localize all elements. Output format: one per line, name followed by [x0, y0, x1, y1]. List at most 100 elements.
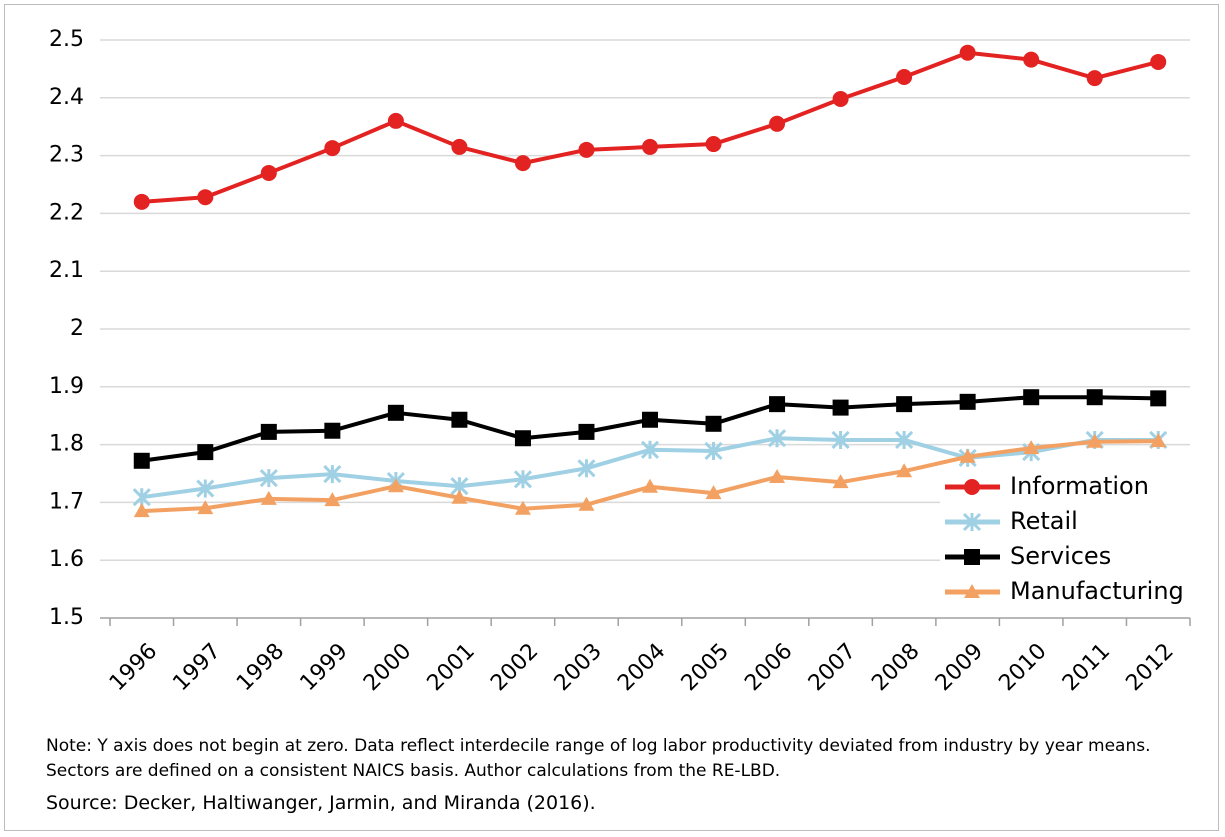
x-tick-label: 2012	[1121, 639, 1178, 696]
marker	[578, 423, 595, 440]
legend-label: Information	[1010, 472, 1149, 500]
x-tick-label: 1996	[105, 639, 162, 696]
marker	[451, 489, 468, 504]
y-tick-label: 2	[70, 316, 84, 341]
x-tick-label: 1997	[169, 639, 226, 696]
y-tick-label: 1.5	[49, 605, 84, 630]
marker	[895, 430, 914, 450]
x-tick-label: 2002	[486, 639, 543, 696]
marker	[705, 415, 722, 432]
marker	[451, 138, 468, 155]
marker	[962, 512, 982, 532]
x-tick-label: 2010	[994, 639, 1051, 696]
marker	[1023, 389, 1040, 406]
frame	[4, 4, 1219, 831]
marker	[642, 138, 658, 155]
marker	[324, 422, 341, 439]
marker	[387, 478, 404, 493]
marker	[1086, 433, 1103, 448]
marker	[133, 503, 150, 518]
marker	[705, 485, 722, 500]
y-tick-label: 2.2	[49, 200, 84, 225]
marker	[642, 478, 658, 493]
x-tick-label: 2006	[740, 639, 797, 696]
marker	[1150, 433, 1167, 448]
legend-label: Retail	[1010, 507, 1078, 535]
marker	[133, 452, 150, 469]
marker	[1023, 440, 1040, 455]
marker	[260, 490, 277, 505]
marker	[577, 459, 596, 478]
marker	[832, 399, 849, 416]
marker	[260, 423, 277, 440]
marker	[323, 465, 342, 484]
y-tick-label: 2.4	[49, 85, 84, 110]
x-tick-label: 1999	[296, 639, 353, 696]
marker	[451, 411, 468, 428]
x-tick-label: 2001	[423, 639, 480, 696]
x-tick-label: 2005	[677, 639, 734, 696]
marker	[514, 500, 531, 515]
marker	[197, 444, 214, 461]
marker	[514, 430, 531, 447]
x-tick-label: 2003	[550, 639, 607, 696]
marker	[196, 479, 215, 498]
marker	[964, 479, 980, 495]
source: Source: Decker, Haltiwanger, Jarmin, and…	[46, 792, 596, 814]
marker	[387, 112, 404, 129]
y-tick-label: 1.9	[49, 374, 84, 399]
marker	[642, 411, 658, 428]
marker	[1150, 53, 1167, 70]
marker	[1023, 51, 1040, 68]
marker	[259, 469, 278, 488]
marker	[832, 474, 849, 489]
x-tick-label: 2009	[931, 639, 988, 696]
y-tick-label: 2.1	[49, 258, 84, 283]
marker	[640, 440, 660, 459]
marker	[896, 396, 913, 413]
y-tick-label: 2.5	[49, 27, 84, 52]
marker	[959, 393, 976, 410]
y-tick-label: 1.7	[49, 489, 84, 514]
marker	[578, 141, 595, 158]
legend-label: Services	[1010, 542, 1111, 570]
note: Note: Y axis does not begin at zero. Dat…	[46, 736, 1151, 781]
marker	[832, 90, 849, 107]
marker	[767, 429, 787, 448]
marker	[1150, 390, 1167, 407]
marker	[831, 430, 850, 450]
marker	[133, 193, 150, 210]
x-tick-label: 2000	[359, 639, 416, 696]
marker	[769, 468, 786, 483]
marker	[964, 549, 980, 565]
x-tick-label: 2008	[867, 639, 924, 696]
x-tick-label: 2007	[804, 639, 861, 696]
marker	[896, 68, 913, 85]
marker	[1086, 389, 1103, 406]
marker	[959, 448, 976, 463]
y-tick-label: 2.3	[49, 143, 84, 168]
x-tick-label: 1998	[232, 639, 289, 696]
y-tick-label: 1.8	[49, 432, 84, 457]
marker	[197, 500, 214, 515]
marker	[324, 140, 341, 157]
marker	[197, 189, 214, 206]
marker	[705, 136, 722, 153]
marker	[769, 115, 786, 132]
series-line	[141, 50, 1159, 204]
marker	[578, 496, 595, 511]
marker	[260, 164, 277, 181]
marker	[324, 492, 341, 507]
legend: Information Retail Services Manufacturing	[940, 470, 1190, 615]
marker	[959, 44, 976, 61]
legend-label: Manufacturing	[1010, 577, 1184, 605]
marker	[387, 404, 404, 421]
marker	[769, 396, 786, 413]
x-tick-label: 2004	[613, 639, 670, 696]
marker	[896, 463, 913, 478]
marker	[1086, 70, 1103, 87]
marker	[704, 441, 723, 461]
marker	[513, 470, 533, 489]
x-tick-label: 2011	[1058, 639, 1115, 696]
